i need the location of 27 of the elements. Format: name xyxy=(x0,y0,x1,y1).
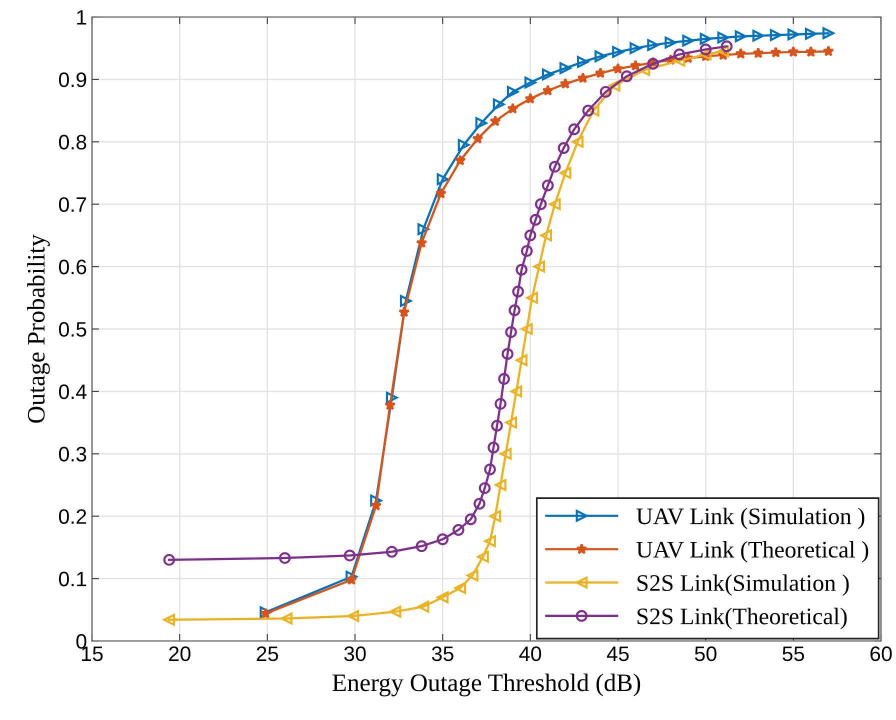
x-tick-label: 60 xyxy=(870,646,892,662)
x-tick-label: 25 xyxy=(256,646,278,662)
x-tick-label: 15 xyxy=(82,646,103,662)
y-tick-label: 0.3 xyxy=(58,446,86,462)
legend-label: UAV Link (Simulation ) xyxy=(636,508,864,530)
x-tick-label: 35 xyxy=(432,646,454,662)
x-tick-label: 30 xyxy=(344,646,366,662)
y-tick-label: 0.7 xyxy=(58,197,86,212)
y-tick-label: 0.9 xyxy=(58,72,86,88)
y-tick-label: 1 xyxy=(77,10,86,25)
x-tick-label: 45 xyxy=(606,646,629,662)
x-tick-label: 40 xyxy=(519,646,542,662)
y-axis-title: Outage Probability xyxy=(27,234,50,423)
x-tick-label: 50 xyxy=(694,646,716,662)
x-tick-label: 20 xyxy=(169,646,190,662)
x-tick-label: 55 xyxy=(782,646,804,662)
y-tick-label: 0.6 xyxy=(58,260,86,274)
x-axis-title: Energy Outage Threshold (dB) xyxy=(332,674,640,696)
y-tick-label: 0.1 xyxy=(58,572,86,586)
y-tick-label: 0.4 xyxy=(58,384,87,400)
y-tick-label: 0.2 xyxy=(58,509,86,524)
legend-label: UAV Link (Theoretical ) xyxy=(636,541,868,562)
legend-label: S2S Link(Theoretical) xyxy=(638,608,847,630)
legend-label: S2S Link(Simulation ) xyxy=(638,574,849,596)
y-tick-label: 0.8 xyxy=(58,134,86,150)
y-tick-label: 0.5 xyxy=(58,322,86,337)
y-tick-label: 0 xyxy=(76,634,86,649)
